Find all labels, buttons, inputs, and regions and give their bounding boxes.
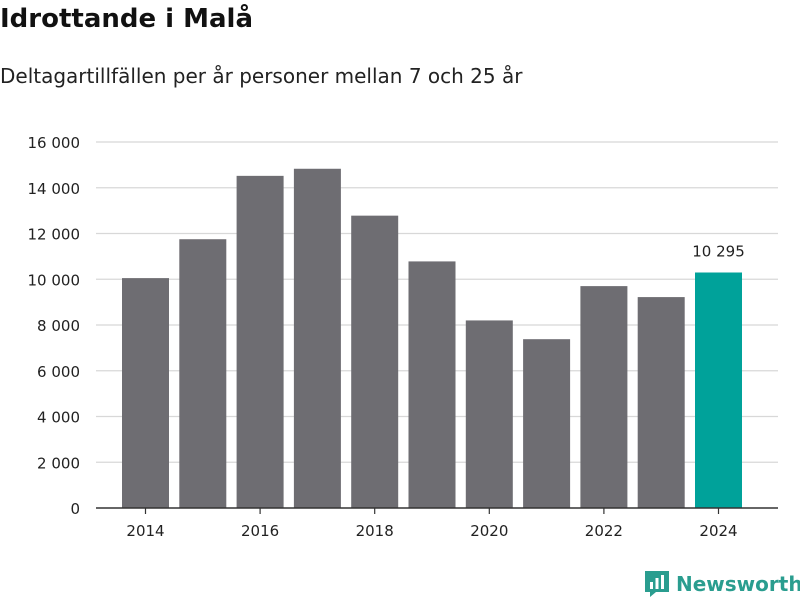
y-tick-label: 6 000 bbox=[37, 363, 80, 381]
y-tick-label: 2 000 bbox=[37, 454, 80, 472]
chart-title: Idrottande i Malå bbox=[0, 4, 254, 34]
y-tick-label: 0 bbox=[70, 500, 80, 518]
bar-2019 bbox=[408, 261, 456, 508]
bar-2017 bbox=[293, 168, 341, 509]
x-tick-label: 2020 bbox=[470, 522, 508, 540]
bar-2014 bbox=[122, 278, 169, 508]
bar-2021 bbox=[523, 339, 571, 508]
x-tick-label: 2014 bbox=[126, 522, 164, 540]
x-tick-label: 2022 bbox=[585, 522, 623, 540]
bar-2024 bbox=[695, 272, 742, 508]
brand-logo: Newsworthy bbox=[644, 570, 800, 598]
bar-2016 bbox=[236, 175, 284, 509]
newsworthy-logo-icon bbox=[645, 571, 669, 597]
x-tick-label: 2016 bbox=[241, 522, 279, 540]
y-tick-label: 4 000 bbox=[37, 409, 80, 427]
bar-2015 bbox=[179, 239, 227, 508]
data-label: 10 295 bbox=[692, 243, 745, 261]
chart-subtitle: Deltagartillfällen per år personer mella… bbox=[0, 64, 523, 88]
bar-2018 bbox=[351, 215, 399, 508]
bar-2023 bbox=[637, 297, 685, 508]
y-tick-label: 8 000 bbox=[37, 317, 80, 335]
x-tick-label: 2024 bbox=[699, 522, 737, 540]
x-tick-label: 2018 bbox=[356, 522, 394, 540]
y-tick-label: 10 000 bbox=[28, 271, 81, 289]
y-tick-label: 14 000 bbox=[28, 180, 81, 198]
bar-2020 bbox=[465, 320, 513, 508]
brand-name: Newsworthy bbox=[676, 572, 800, 596]
y-tick-label: 16 000 bbox=[28, 134, 81, 152]
bar-2022 bbox=[580, 286, 628, 508]
y-tick-label: 12 000 bbox=[28, 226, 81, 244]
